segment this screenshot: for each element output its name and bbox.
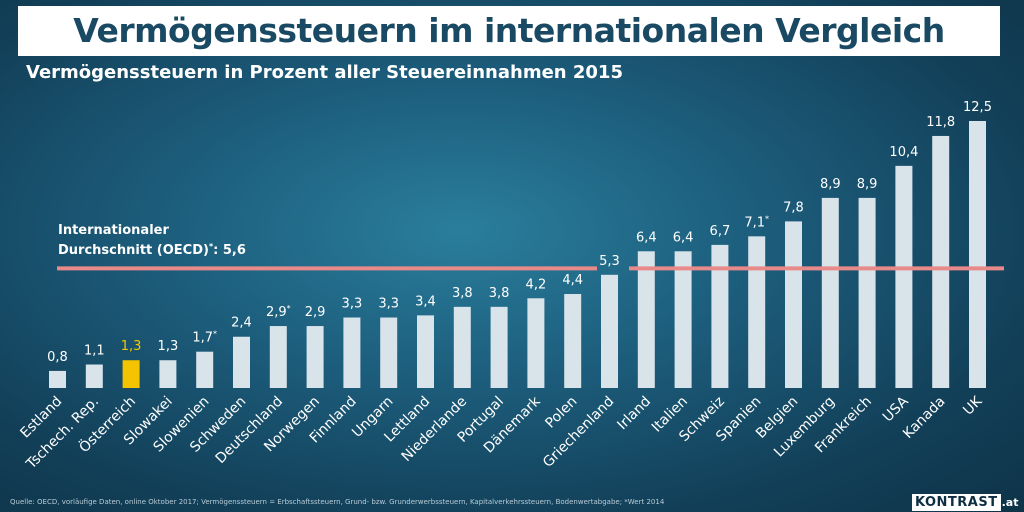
value-label: 6,4 [636, 230, 657, 245]
kontrast-logo[interactable]: KONTRAST .at [912, 491, 1019, 511]
bar [159, 360, 177, 388]
bar-highlight [122, 360, 140, 388]
value-label: 5,3 [599, 254, 620, 269]
footnote-mark: * [765, 214, 769, 223]
bar [380, 317, 398, 388]
value-label: 1,3 [121, 339, 142, 354]
category-label: UK [960, 393, 986, 419]
value-label: 2,9 [305, 305, 326, 320]
value-label: 8,9 [857, 177, 878, 192]
value-label: 1,7* [192, 330, 217, 346]
value-label: 11,8 [926, 115, 955, 130]
value-label: 6,4 [673, 230, 694, 245]
bar [821, 197, 839, 388]
bar [453, 306, 471, 388]
average-value: : 5,6 [213, 243, 246, 258]
footnote-mark: * [287, 304, 291, 313]
bar [527, 298, 545, 388]
bar [637, 251, 655, 388]
footnote-mark: * [209, 242, 214, 251]
category-label: USA [880, 393, 912, 425]
bar [196, 351, 214, 388]
value-label: 6,7 [710, 224, 731, 239]
bar [49, 370, 66, 388]
value-label: 4,4 [562, 273, 583, 288]
bar [674, 251, 692, 388]
value-label: 3,3 [378, 297, 399, 312]
category-label: Irland [614, 394, 654, 434]
value-label: 1,1 [84, 344, 105, 359]
bar [601, 274, 618, 388]
value-label: 3,3 [342, 297, 363, 312]
logo-word: KONTRAST [912, 494, 1001, 511]
value-label: 7,8 [783, 200, 804, 215]
bar [343, 317, 361, 388]
bar [748, 236, 766, 388]
value-label: 10,4 [889, 145, 918, 160]
bar [233, 336, 250, 388]
average-label: Internationaler [58, 223, 169, 238]
footnote-mark: * [213, 330, 217, 339]
bar [858, 197, 876, 388]
value-label: 8,9 [820, 177, 841, 192]
average-label: Durchschnitt (OECD)*: 5,6 [58, 242, 246, 258]
page-title: Vermögenssteuern im internationalen Verg… [73, 11, 945, 50]
value-label: 12,5 [963, 100, 992, 115]
value-label: 1,3 [158, 339, 179, 354]
bar [711, 244, 729, 388]
value-label: 2,9* [266, 304, 291, 320]
value-label: 4,2 [526, 277, 547, 292]
value-label: 2,4 [231, 316, 252, 331]
value-label: 0,8 [47, 350, 68, 365]
bar [895, 165, 913, 388]
bar [490, 306, 508, 388]
source-footnote: Quelle: OECD, vorläufige Daten, online O… [10, 498, 665, 506]
title-box: Vermögenssteuern im internationalen Verg… [18, 6, 1000, 56]
bar [269, 326, 287, 388]
chart-subtitle: Vermögenssteuern in Prozent aller Steuer… [26, 62, 623, 83]
bar [85, 364, 103, 388]
bar [785, 221, 802, 388]
logo-tld: .at [1001, 496, 1019, 509]
bar [306, 326, 324, 388]
value-label: 3,8 [489, 286, 510, 301]
bar [932, 135, 950, 388]
value-label: 3,8 [452, 286, 473, 301]
bar [417, 315, 434, 388]
value-label: 7,1* [744, 214, 769, 230]
bar [564, 294, 582, 388]
bar [969, 121, 986, 388]
value-label: 3,4 [415, 294, 436, 309]
